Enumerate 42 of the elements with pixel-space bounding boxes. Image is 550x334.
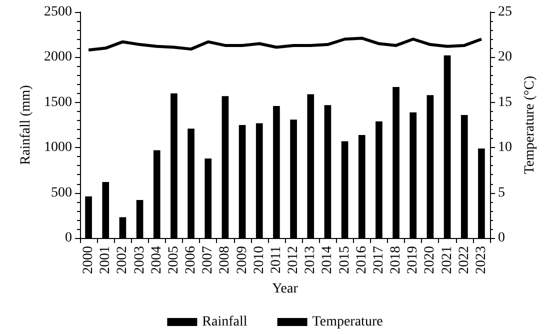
- x-tick-label: 2013: [303, 246, 318, 274]
- x-tick-label: 2017: [371, 246, 386, 274]
- x-tick-label: 2020: [422, 246, 438, 274]
- line-series: [87, 36, 483, 52]
- x-tick-label: 2015: [337, 246, 352, 274]
- x-tick-label: 2014: [320, 246, 336, 274]
- y-tick-label: 0: [65, 230, 72, 246]
- legend-label: Rainfall: [202, 314, 248, 330]
- x-tick-label: 2012: [286, 246, 302, 274]
- x-tick-label: 2003: [132, 246, 148, 274]
- x-tick-label: 2006: [184, 246, 199, 274]
- x-tick-label: 2019: [406, 246, 421, 274]
- x-tick-label: 2023: [474, 246, 489, 274]
- x-tick-label: 2021: [440, 246, 455, 274]
- x-axis-title: Year: [272, 282, 298, 296]
- y-tick-label: 1000: [44, 140, 72, 156]
- y-tick-label: 500: [51, 185, 72, 200]
- y-tick-label: 2000: [44, 50, 72, 65]
- y2-tick-label: 10: [498, 140, 512, 156]
- y-tick-label: 2500: [44, 4, 72, 20]
- x-tick-label: 2001: [98, 246, 114, 274]
- x-tick-label: 2005: [166, 246, 182, 274]
- x-tick-label: 2011: [268, 246, 284, 274]
- x-tick-label: 2010: [252, 246, 267, 274]
- y-axis-title: Rainfall (mm): [18, 84, 34, 165]
- legend-label: Temperature: [312, 314, 383, 330]
- y2-tick-label: 15: [498, 94, 512, 110]
- x-tick-label: 2022: [456, 246, 472, 274]
- x-tick-label: 2009: [234, 246, 250, 274]
- y2-tick-label: 25: [498, 4, 512, 20]
- y2-tick-label: 20: [498, 50, 512, 65]
- x-tick-label: 2008: [218, 246, 233, 274]
- x-tick-label: 2004: [149, 246, 164, 274]
- y2-axis-title: Temperature (°C): [522, 76, 538, 174]
- y2-tick-label: 5: [498, 185, 505, 200]
- x-tick-label: 2016: [354, 246, 370, 274]
- x-tick-label: 2000: [81, 246, 96, 274]
- x-tick-label: 2007: [200, 246, 216, 274]
- x-tick-label: 2002: [115, 246, 130, 274]
- y2-tick-label: 0: [498, 230, 505, 246]
- y-tick-label: 1500: [44, 94, 72, 110]
- x-tick-label: 2018: [388, 246, 404, 274]
